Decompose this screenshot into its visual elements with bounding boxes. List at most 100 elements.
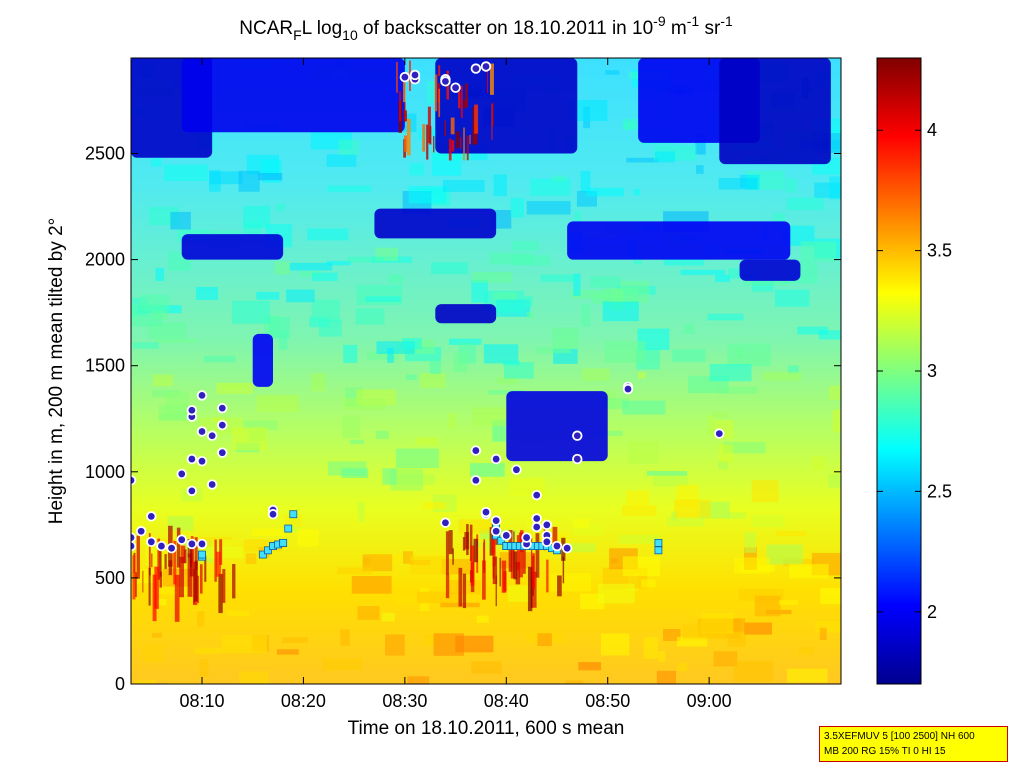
heatmap-cell: [656, 670, 676, 684]
heatmap-cell: [239, 671, 269, 684]
heatmap-cell: [318, 319, 342, 337]
colorbar-tick-label: 4: [927, 120, 937, 140]
heatmap-cell: [623, 118, 642, 129]
heatmap-cell: [455, 635, 494, 653]
cloud-point: [573, 455, 581, 463]
heatmap-cell: [245, 553, 257, 564]
heatmap-cell: [619, 534, 661, 544]
heatmap-cell: [132, 342, 159, 349]
heatmap-cell: [829, 176, 841, 200]
cloud-point: [543, 538, 551, 546]
heatmap-cell: [536, 347, 571, 354]
heatmap-cell: [717, 386, 758, 394]
heatmap-cell: [473, 538, 478, 563]
heatmap-cell: [297, 529, 319, 547]
heatmap-cell: [565, 680, 584, 684]
heatmap-cell: [441, 559, 472, 575]
heatmap-cell: [187, 553, 193, 597]
heatmap-cell: [396, 61, 398, 93]
heatmap-cell: [438, 65, 441, 77]
heatmap-cell: [142, 644, 164, 663]
heatmap-cell: [402, 551, 414, 564]
heatmap-cell: [451, 140, 455, 152]
heatmap-cell: [450, 117, 455, 135]
heatmap-cell: [643, 637, 659, 659]
heatmap-cell: [493, 292, 518, 300]
heatmap-cell: [727, 512, 746, 519]
bl-marker: [289, 510, 298, 519]
heatmap-cell: [183, 549, 187, 564]
heatmap-cell: [522, 546, 526, 574]
heatmap-cell: [775, 289, 810, 307]
heatmap-cell: [578, 662, 602, 671]
heatmap-cell: [811, 456, 826, 471]
heatmap-cell: [422, 124, 426, 152]
heatmap-cell: [491, 103, 493, 140]
x-tick-label: 08:30: [382, 691, 427, 711]
heatmap-cell: [602, 301, 639, 322]
heatmap-cell: [707, 313, 744, 321]
heatmap-cell: [256, 291, 280, 300]
heatmap-cell: [458, 91, 461, 109]
cloud-point: [147, 538, 155, 546]
heatmap-plot-area: [131, 58, 841, 684]
heatmap-cell: [326, 154, 357, 167]
heatmap-cell: [820, 587, 841, 605]
heatmap-cell: [460, 137, 462, 149]
heatmap-cell: [415, 437, 439, 445]
heatmap-cell: [157, 538, 161, 580]
heatmap-cell: [375, 430, 389, 439]
heatmap-cell: [532, 553, 536, 589]
heatmap-low-patch: [181, 234, 284, 260]
cloud-point: [543, 521, 551, 529]
heatmap-cell: [232, 563, 236, 599]
heatmap-cell: [350, 439, 364, 445]
heatmap-cell: [712, 411, 727, 418]
heatmap-cell: [469, 524, 473, 562]
heatmap-cell: [463, 127, 465, 161]
cloud-point: [131, 476, 135, 484]
heatmap-cell: [148, 533, 151, 576]
heatmap-cell: [159, 571, 162, 588]
heatmap-cell: [707, 415, 715, 436]
heatmap-cell: [204, 555, 207, 582]
heatmap-cell: [139, 294, 170, 312]
cloud-point: [533, 523, 541, 531]
heatmap-cell: [626, 490, 650, 507]
cloud-point: [208, 481, 216, 488]
cloud-point: [168, 544, 175, 552]
heatmap-cell: [819, 627, 827, 640]
heatmap-cell: [622, 400, 666, 415]
heatmap-low-patch: [374, 208, 497, 239]
heatmap-cell: [677, 636, 708, 647]
heatmap-cell: [286, 289, 315, 303]
heatmap-cell: [471, 271, 513, 283]
heatmap-cell: [829, 385, 841, 400]
y-tick-label: 1000: [85, 462, 125, 482]
heatmap-cell: [434, 74, 438, 112]
heatmap-cell: [404, 102, 406, 123]
heatmap-cell: [787, 197, 824, 210]
heatmap-cell: [452, 548, 454, 565]
heatmap-cell: [275, 204, 285, 211]
heatmap-cell: [197, 611, 205, 627]
heatmap-cell: [787, 668, 828, 683]
heatmap-cell: [512, 241, 539, 251]
heatmap-cell: [460, 85, 463, 118]
heatmap-cell: [605, 70, 620, 75]
heatmap-cell: [621, 505, 657, 516]
heatmap-cell: [238, 170, 260, 192]
heatmap-cell: [510, 197, 524, 218]
cloud-point: [513, 466, 520, 474]
heatmap-cell: [422, 502, 446, 509]
heatmap-low-patch: [719, 58, 831, 165]
heatmap-cell: [419, 372, 446, 388]
heatmap-cell: [469, 463, 505, 477]
heatmap-cell: [622, 556, 661, 577]
cloud-point: [452, 84, 459, 92]
cloud-point: [218, 449, 226, 457]
heatmap-cell: [462, 573, 467, 609]
heatmap-cell: [151, 553, 153, 568]
info-box: 3.5XEFMUV 5 [100 2500] NH 600 MB 200 RG …: [819, 726, 1008, 762]
cloud-point: [198, 540, 206, 548]
